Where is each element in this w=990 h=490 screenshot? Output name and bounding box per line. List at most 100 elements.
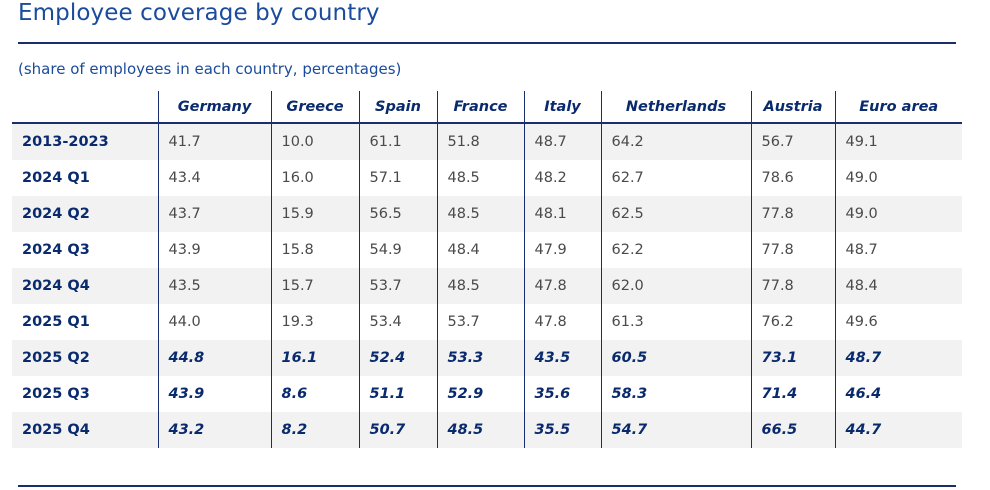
row-label: 2025 Q4 (12, 412, 158, 448)
table-cell: 53.7 (358, 268, 437, 304)
table-cell: 52.4 (358, 340, 437, 376)
table-cell: 44.7 (834, 412, 962, 448)
table-cell: 8.2 (270, 412, 359, 448)
table-cell: 53.4 (358, 304, 437, 340)
table-cell: 15.8 (270, 232, 359, 268)
row-label: 2025 Q2 (12, 340, 158, 376)
table-cell: 62.5 (600, 196, 751, 232)
table-cell: 48.7 (523, 123, 601, 160)
table-cell: 46.4 (834, 376, 962, 412)
table-cell: 44.0 (157, 304, 271, 340)
table-cell: 73.1 (750, 340, 835, 376)
table-cell: 61.1 (358, 123, 437, 160)
table-cell: 53.3 (436, 340, 524, 376)
table-cell: 50.7 (358, 412, 437, 448)
table-cell: 77.8 (750, 268, 835, 304)
table-cell: 51.1 (358, 376, 437, 412)
table-row: 2024 Q1 43.4 16.0 57.1 48.5 48.2 62.7 78.6 49.0 (12, 160, 962, 196)
table-cell: 15.9 (270, 196, 359, 232)
table-cell: 62.0 (600, 268, 751, 304)
row-label: 2013-2023 (12, 123, 158, 160)
table-cell: 53.7 (436, 304, 524, 340)
table-cell: 54.9 (358, 232, 437, 268)
row-label: 2025 Q1 (22, 314, 90, 330)
column-header: Italy (523, 91, 601, 124)
table-cell: 77.8 (750, 196, 835, 232)
table-cell: 47.8 (523, 268, 601, 304)
table-cell: 10.0 (270, 123, 359, 160)
table-cell: 35.5 (523, 412, 601, 448)
table-cell: 64.2 (600, 123, 751, 160)
table-cell: 47.8 (523, 304, 601, 340)
table-row: 2025 Q4 43.2 8.2 50.7 48.5 35.5 54.7 66.5 44.7 (12, 412, 962, 448)
table-cell: 48.1 (523, 196, 601, 232)
table-cell: 52.9 (436, 376, 524, 412)
column-header: France (436, 91, 524, 124)
table-cell: 56.5 (358, 196, 437, 232)
row-label: 2024 Q4 (12, 268, 158, 304)
table-cell: 43.9 (157, 232, 271, 268)
table-cell: 58.3 (600, 376, 751, 412)
row-label: 2025 Q3 (22, 386, 90, 402)
table-cell: 48.4 (834, 268, 962, 304)
table-row: 2025 Q3 43.9 8.6 51.1 52.9 35.6 58.3 71.4 46.4 (12, 376, 962, 412)
table-cell: 61.3 (600, 304, 751, 340)
table-cell: 35.6 (523, 376, 601, 412)
row-label: 2024 Q2 (12, 196, 158, 232)
table-cell: 48.5 (436, 160, 524, 196)
table-cell: 54.7 (600, 412, 751, 448)
table-cell: 49.1 (834, 123, 962, 160)
table-cell: 57.1 (358, 160, 437, 196)
table-cell: 43.5 (523, 340, 601, 376)
table-cell: 51.8 (436, 123, 524, 160)
table-cell: 71.4 (750, 376, 835, 412)
table-cell: 49.0 (834, 196, 962, 232)
table-cell: 60.5 (600, 340, 751, 376)
table-cell: 76.2 (750, 304, 835, 340)
table-cell: 49.6 (834, 304, 962, 340)
table-cell: 44.8 (157, 340, 271, 376)
table-cell: 48.7 (834, 232, 962, 268)
row-label: 2024 Q1 (22, 170, 90, 186)
table-cell: 48.5 (436, 196, 524, 232)
column-header: Germany (157, 91, 271, 124)
column-header: Spain (358, 91, 437, 124)
table-cell: 48.5 (436, 268, 524, 304)
table-row: 2024 Q3 43.9 15.8 54.9 48.4 47.9 62.2 77.8 48.7 (12, 232, 962, 268)
page-subtitle: (share of employees in each country, per… (18, 60, 402, 78)
row-header-corner (12, 91, 158, 124)
table-cell: 48.4 (436, 232, 524, 268)
bottom-divider (18, 485, 956, 487)
table-cell: 43.5 (157, 268, 271, 304)
table-row: 2013-2023 41.7 10.0 61.1 51.8 48.7 64.2 56.7 49.… (12, 123, 962, 160)
row-label: 2024 Q3 (22, 242, 90, 258)
table-cell: 78.6 (750, 160, 835, 196)
table-row: 2025 Q1 44.0 19.3 53.4 53.7 47.8 61.3 76.2 49.6 (12, 304, 962, 340)
table-row: 2024 Q4 43.5 15.7 53.7 48.5 47.8 62.0 77.8 48.4 (12, 268, 962, 304)
table-cell: 16.0 (270, 160, 359, 196)
table-cell: 41.7 (157, 123, 271, 160)
table-cell: 62.7 (600, 160, 751, 196)
table-header-row: Germany Greece Spain France Italy Nether… (12, 91, 962, 124)
page-title: Employee coverage by country (18, 0, 380, 26)
table-cell: 8.6 (270, 376, 359, 412)
table-cell: 66.5 (750, 412, 835, 448)
table-row: 2025 Q2 44.8 16.1 52.4 53.3 43.5 60.5 73.1 48.7 (12, 340, 962, 376)
column-header: Netherlands (600, 91, 751, 124)
table-cell: 43.2 (157, 412, 271, 448)
table-row: 2024 Q2 43.7 15.9 56.5 48.5 48.1 62.5 77.8 49.0 (12, 196, 962, 232)
table-cell: 43.7 (157, 196, 271, 232)
table-cell: 62.2 (600, 232, 751, 268)
table-cell: 47.9 (523, 232, 601, 268)
table-cell: 48.5 (436, 412, 524, 448)
table-cell: 49.0 (834, 160, 962, 196)
table-cell: 48.2 (523, 160, 601, 196)
table-cell: 43.4 (157, 160, 271, 196)
table-cell: 43.9 (157, 376, 271, 412)
table-cell: 16.1 (270, 340, 359, 376)
table-cell: 77.8 (750, 232, 835, 268)
column-header: Euro area (834, 91, 962, 124)
coverage-table: Germany Greece Spain France Italy Nether… (12, 91, 962, 448)
table-cell: 19.3 (270, 304, 359, 340)
table-cell: 15.7 (270, 268, 359, 304)
